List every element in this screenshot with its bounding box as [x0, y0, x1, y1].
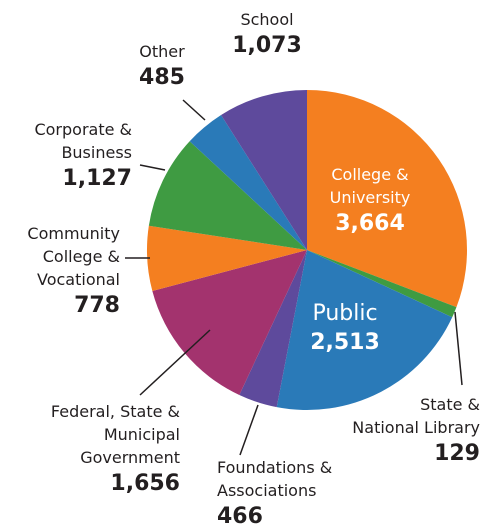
pie-slice: [189, 115, 307, 250]
pie-slice: [148, 141, 307, 250]
category-name: Community College & Vocational: [27, 224, 120, 289]
category-name: Corporate & Business: [34, 120, 132, 162]
value-label: 2,513: [310, 330, 380, 355]
slice-label: College & University 3,664: [330, 163, 411, 239]
value-label: 466: [217, 504, 263, 529]
slice-label: Federal, State & Municipal Government 1,6…: [51, 400, 180, 499]
category-name: Federal, State & Municipal Government: [50, 402, 180, 467]
value-label: 1,073: [232, 33, 302, 58]
slice-label: Corporate & Business 1,127: [34, 118, 132, 194]
pie-slice: [307, 90, 467, 308]
value-label: 1,127: [62, 166, 132, 191]
category-name: School: [240, 10, 294, 29]
leader-line: [139, 164, 166, 171]
category-name: College & University: [329, 165, 411, 207]
slice-label: Public 2,513: [310, 300, 380, 358]
category-name: Public: [312, 301, 378, 326]
pie-slice: [152, 250, 307, 395]
slice-label: School 1,073: [232, 8, 302, 61]
leader-line: [454, 311, 463, 386]
pie-slice: [239, 250, 307, 408]
slice-label: Other 485: [139, 40, 185, 93]
value-label: 3,664: [335, 211, 405, 236]
value-label: 485: [139, 65, 185, 90]
value-label: 129: [434, 441, 480, 466]
slice-label: State & National Library 129: [352, 393, 480, 469]
leader-line: [239, 404, 259, 456]
pie-slice: [147, 225, 307, 291]
pie-slice: [307, 250, 457, 318]
category-name: Other: [139, 42, 185, 61]
slice-label: Community College & Vocational 778: [27, 222, 120, 321]
slice-label: Foundations & Associations 466: [217, 456, 332, 531]
leader-line: [182, 99, 206, 121]
value-label: 1,656: [110, 471, 180, 496]
category-name: State & National Library: [352, 395, 480, 437]
pie-slice: [221, 90, 307, 250]
category-name: Foundations & Associations: [217, 458, 333, 500]
pie-slice: [276, 250, 453, 410]
leader-line: [139, 329, 211, 396]
value-label: 778: [74, 293, 120, 318]
